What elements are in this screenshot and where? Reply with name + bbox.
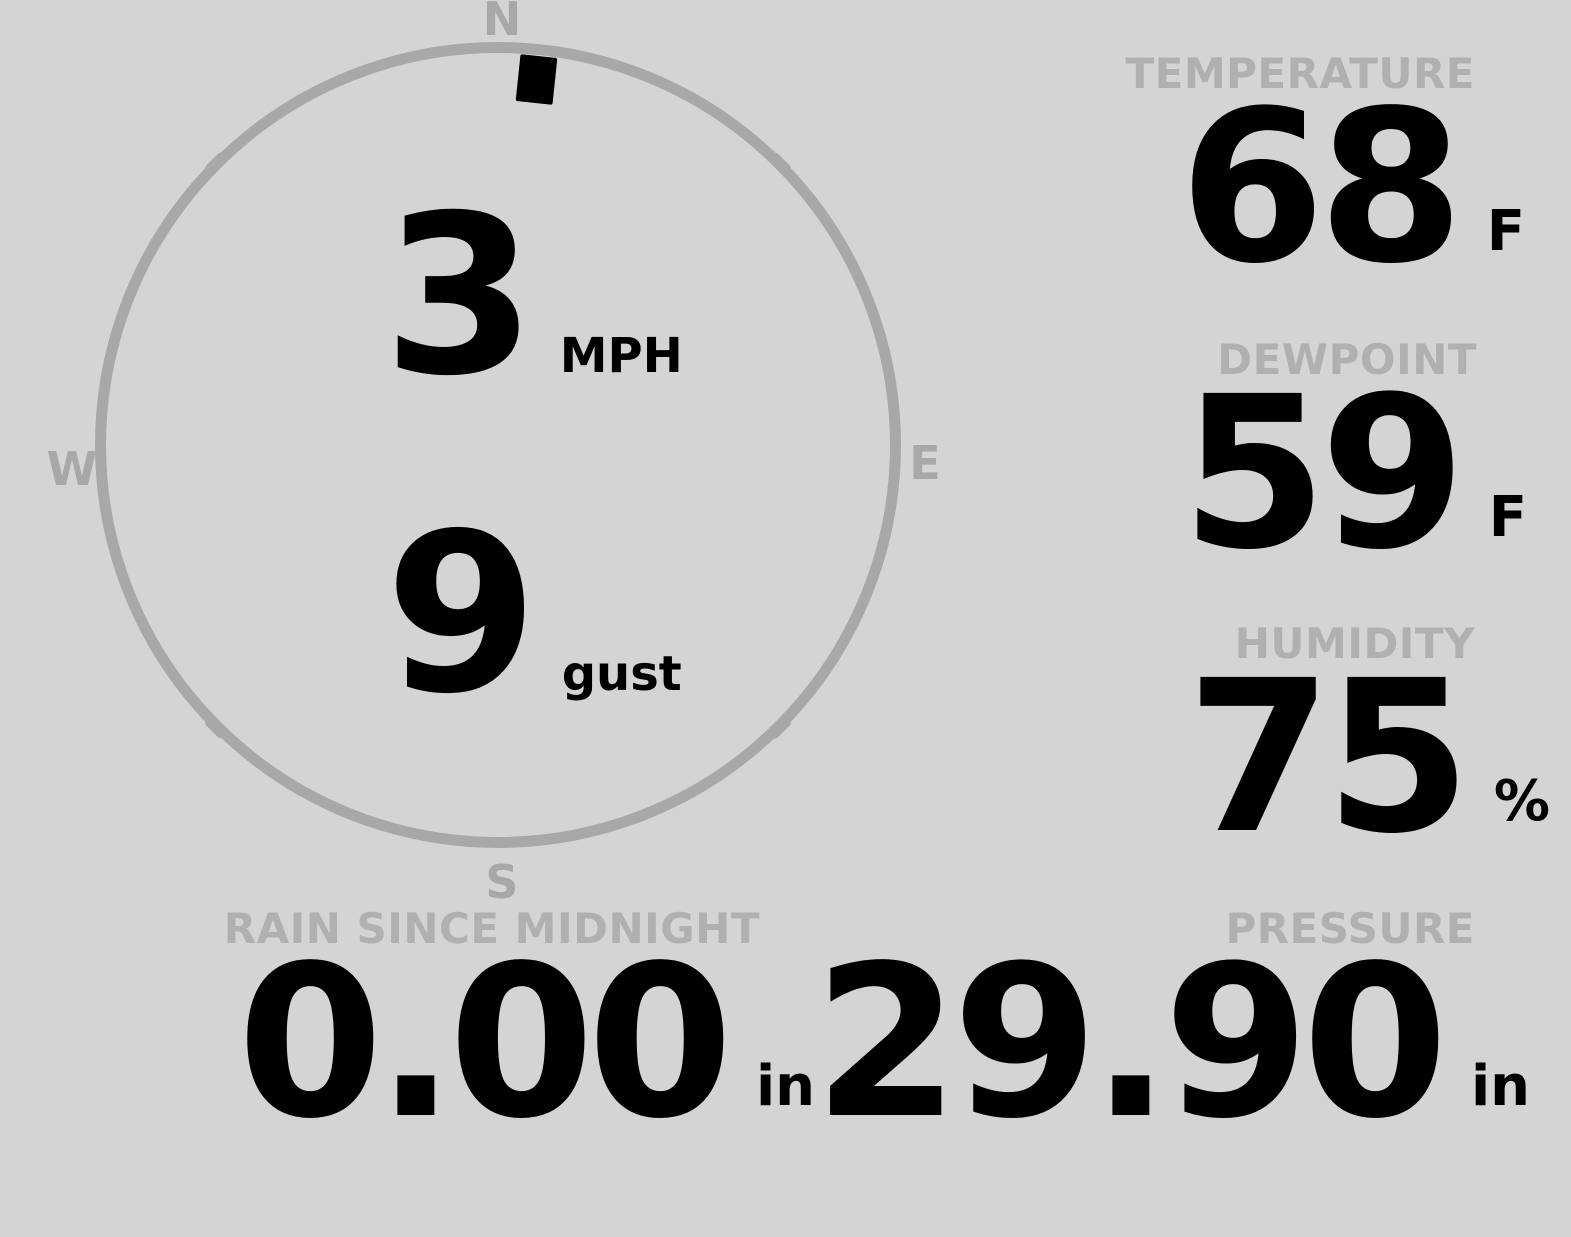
- wind-direction-marker: [515, 54, 558, 105]
- temperature-metric: TEMPERATURE 68 F: [1126, 53, 1525, 293]
- cardinal-north-label: N: [482, 0, 522, 46]
- rain-label: RAIN SINCE MIDNIGHT: [223, 904, 760, 953]
- dewpoint-metric: DEWPOINT 59 F: [1181, 339, 1527, 579]
- humidity-unit: %: [1493, 769, 1550, 834]
- humidity-metric: HUMIDITY 75 %: [1186, 623, 1550, 863]
- dewpoint-unit: F: [1488, 485, 1527, 550]
- humidity-label: HUMIDITY: [1234, 619, 1475, 668]
- wind-speed-readout: 3 MPH: [383, 186, 683, 406]
- pressure-label: PRESSURE: [1225, 904, 1475, 953]
- compass-dial-circle: [95, 42, 901, 848]
- dewpoint-value: 59: [1181, 351, 1466, 596]
- rain-unit: in: [755, 1054, 815, 1119]
- temperature-label: TEMPERATURE: [1125, 49, 1475, 98]
- wind-gust-readout: 9 gust: [385, 504, 682, 724]
- temperature-value: 68: [1179, 65, 1464, 310]
- wind-gust-value: 9: [385, 486, 538, 742]
- pressure-metric: PRESSURE 29.90 in: [813, 908, 1530, 1148]
- dewpoint-label: DEWPOINT: [1217, 335, 1477, 384]
- wind-speed-value: 3: [383, 168, 536, 424]
- wind-gust-unit: gust: [561, 646, 682, 702]
- temperature-unit: F: [1486, 199, 1525, 264]
- pressure-unit: in: [1470, 1054, 1530, 1119]
- rain-value: 0.00: [237, 920, 733, 1165]
- wind-speed-unit: MPH: [559, 328, 683, 384]
- cardinal-east-label: E: [909, 436, 941, 490]
- cardinal-west-label: W: [46, 442, 98, 496]
- rain-metric: RAIN SINCE MIDNIGHT 0.00 in: [224, 908, 815, 1148]
- cardinal-south-label: S: [485, 855, 519, 909]
- pressure-value: 29.90: [813, 920, 1448, 1165]
- humidity-value: 75: [1186, 635, 1471, 880]
